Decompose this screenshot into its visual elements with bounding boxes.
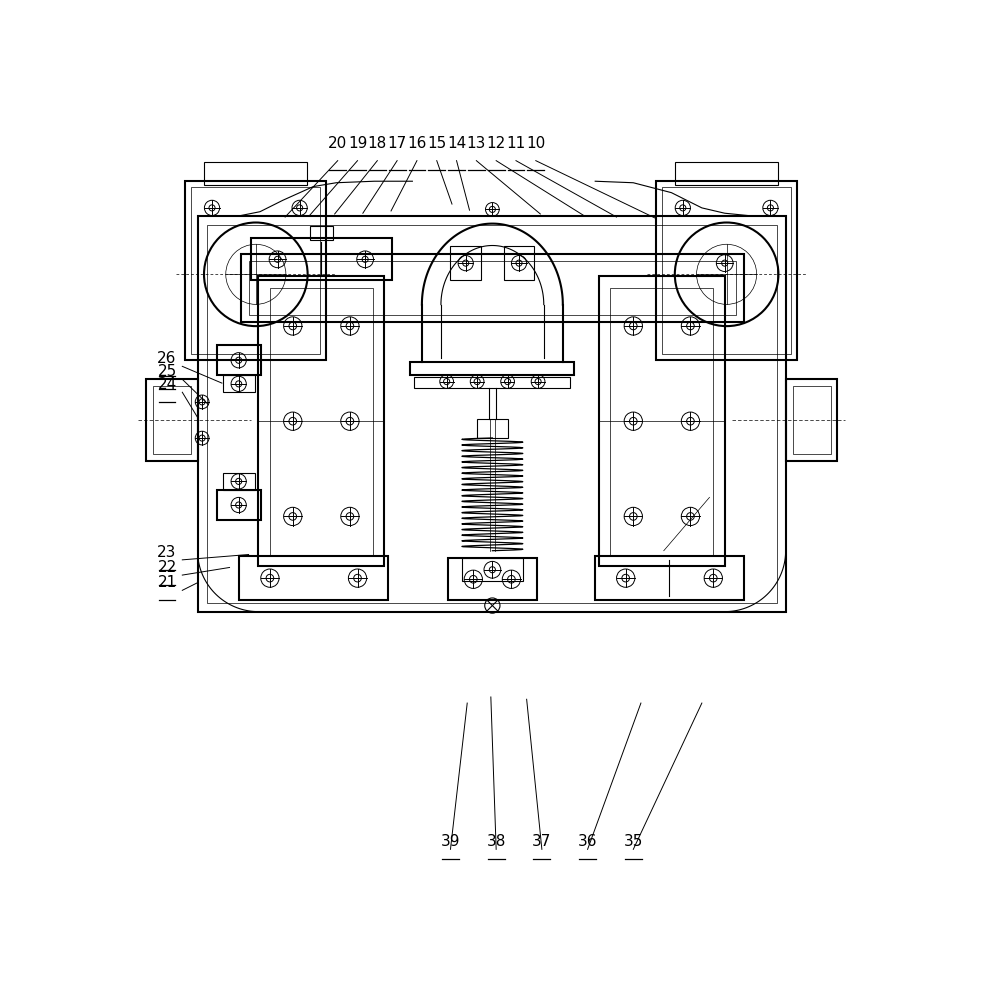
Text: 25: 25 [157, 364, 177, 379]
Bar [675, 162, 779, 185]
Bar [186, 181, 326, 360]
Bar [663, 187, 791, 354]
Text: 38: 38 [487, 834, 506, 849]
Bar [448, 558, 537, 600]
Text: 17: 17 [387, 136, 407, 151]
Bar [785, 379, 838, 461]
Bar [206, 225, 777, 603]
Bar [477, 419, 507, 438]
Bar [216, 490, 260, 520]
Text: 36: 36 [578, 834, 598, 849]
Text: 19: 19 [348, 136, 368, 151]
Bar [204, 162, 308, 185]
Bar [450, 246, 481, 280]
Text: 20: 20 [328, 136, 347, 151]
Bar [610, 288, 714, 555]
Bar [249, 261, 736, 315]
Text: 26: 26 [157, 351, 177, 366]
Bar [599, 276, 724, 566]
Text: 35: 35 [623, 834, 643, 849]
Text: 15: 15 [428, 136, 446, 151]
Bar [145, 379, 198, 461]
Bar [259, 276, 384, 566]
Bar [216, 345, 260, 375]
Text: 22: 22 [157, 560, 177, 575]
Bar [223, 375, 255, 392]
Text: 23: 23 [157, 545, 177, 560]
Bar [152, 386, 191, 454]
Bar [414, 377, 570, 388]
Bar [411, 362, 574, 375]
Bar [657, 181, 797, 360]
Bar [596, 556, 744, 600]
Text: 37: 37 [532, 834, 551, 849]
Bar [270, 288, 373, 555]
Bar [251, 238, 392, 280]
Bar [192, 187, 320, 354]
Text: 10: 10 [526, 136, 546, 151]
Bar [792, 386, 831, 454]
Bar [223, 473, 255, 490]
Text: 13: 13 [467, 136, 486, 151]
Text: 39: 39 [440, 834, 460, 849]
Text: 18: 18 [368, 136, 387, 151]
Bar [198, 216, 785, 612]
Bar [503, 246, 535, 280]
Text: 14: 14 [447, 136, 466, 151]
Text: 11: 11 [506, 136, 526, 151]
Text: 16: 16 [407, 136, 427, 151]
Bar [310, 226, 333, 240]
Text: 21: 21 [157, 575, 177, 590]
Bar [241, 254, 744, 322]
Text: 12: 12 [487, 136, 506, 151]
Bar [462, 558, 523, 581]
Text: 24: 24 [157, 377, 177, 392]
Bar [240, 556, 388, 600]
